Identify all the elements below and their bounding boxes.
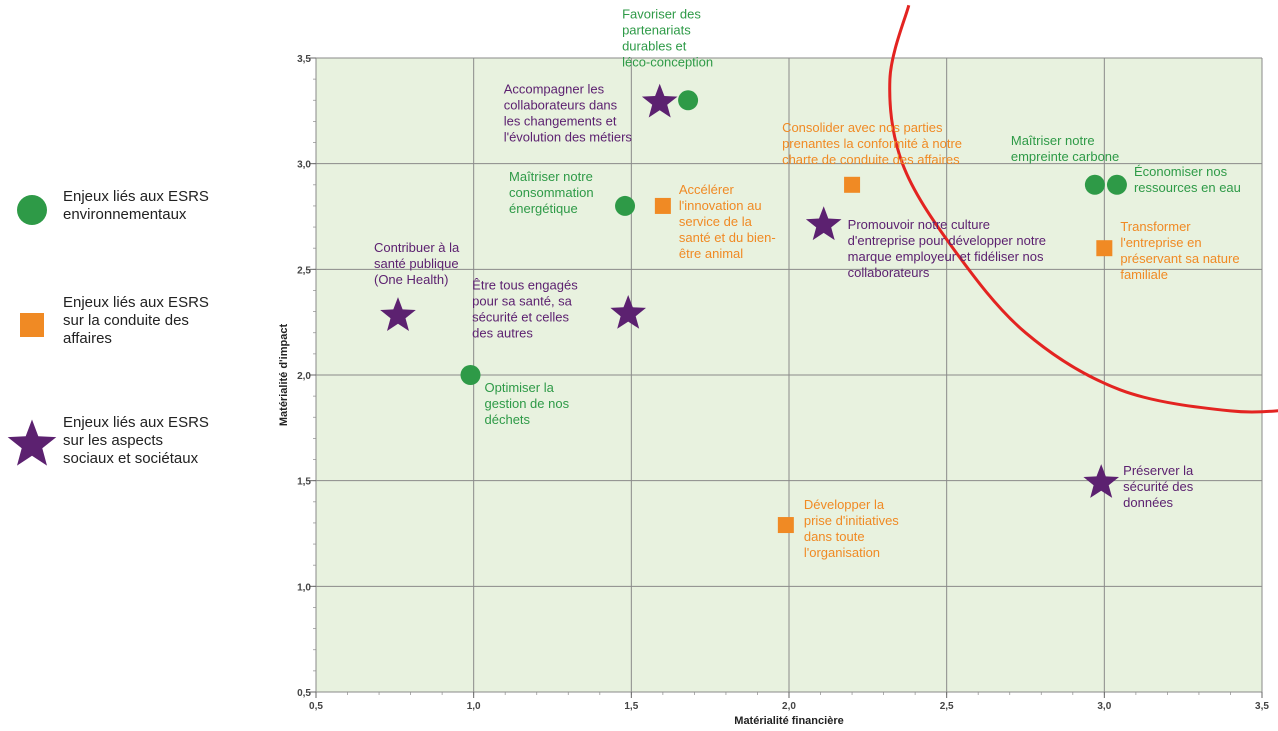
- y-tick-label: 1,5: [297, 477, 311, 488]
- materiality-threshold-curve: [888, 4, 1278, 414]
- data-point-circle: [1106, 174, 1127, 195]
- point-label: Maîtriser notre consommation énergétique: [509, 169, 594, 216]
- point-label: Préserver la sécurité des données: [1123, 463, 1194, 510]
- legend-entry-label: Enjeux liés aux ESRS sur la conduite des a…: [63, 294, 209, 347]
- point-label: Contribuer à la santé publique (One Health…: [374, 240, 460, 287]
- point-label: Développer la prise d'initiatives dans tou…: [804, 497, 899, 560]
- point-label: Optimiser la gestion de nos déchets: [485, 380, 570, 427]
- x-tick-label: 3,5: [1255, 701, 1269, 712]
- y-tick-label: 2,5: [297, 265, 311, 276]
- x-tick-label: 1,5: [624, 701, 638, 712]
- data-point-circle: [615, 195, 636, 216]
- x-tick-label: 3,0: [1097, 701, 1111, 712]
- legend-marker-circle: [17, 195, 47, 225]
- y-tick-label: 2,0: [297, 371, 311, 382]
- x-tick-label: 0,5: [309, 701, 323, 712]
- legend-marker-star: [7, 419, 57, 466]
- legend-entry-label: Enjeux liés aux ESRS sur les aspects socia…: [63, 414, 209, 467]
- data-point-square: [844, 176, 861, 193]
- y-axis-title: Matérialité d'impact: [278, 324, 290, 427]
- y-tick-label: 3,5: [297, 54, 311, 65]
- point-label: Promouvoir notre culture d'entreprise pou…: [848, 217, 1046, 280]
- legend-marker-square: [20, 313, 44, 337]
- data-point-star: [610, 295, 646, 329]
- data-point-circle: [678, 90, 699, 111]
- point-label: Favoriser des partenariats durables et léco…: [622, 6, 713, 69]
- data-point-star: [380, 297, 416, 331]
- data-point-square: [654, 197, 671, 214]
- point-label: Transformer l'entreprise en préservant sa …: [1120, 219, 1239, 282]
- y-tick-label: 1,0: [297, 582, 311, 593]
- point-label: Économiser nos ressources en eau: [1134, 164, 1241, 195]
- y-tick-label: 3,0: [297, 160, 311, 171]
- point-label: Consolider avec nos parties prenantes la …: [782, 120, 962, 167]
- data-point-square: [777, 517, 794, 534]
- data-point-circle: [1084, 174, 1105, 195]
- point-label: Accompagner les collaborateurs dans les ch…: [504, 81, 633, 144]
- point-label: Être tous engagés pour sa santé, sa sécuri…: [472, 278, 578, 341]
- point-label: Accélérer l'innovation au service de la san…: [679, 182, 776, 261]
- data-point-star: [1083, 464, 1119, 498]
- data-point-star: [805, 206, 842, 241]
- x-tick-label: 2,5: [940, 701, 954, 712]
- point-label: Maîtriser notre empreinte carbone: [1011, 133, 1119, 164]
- data-point-square: [1096, 240, 1113, 257]
- legend-entry-label: Enjeux liés aux ESRS environnementaux: [63, 188, 209, 223]
- x-axis-title: Matérialité financière: [734, 715, 843, 727]
- data-point-circle: [460, 365, 481, 385]
- x-tick-label: 2,0: [782, 701, 796, 712]
- y-tick-label: 0,5: [297, 688, 311, 699]
- data-point-star: [641, 83, 678, 118]
- x-tick-label: 1,0: [467, 701, 481, 712]
